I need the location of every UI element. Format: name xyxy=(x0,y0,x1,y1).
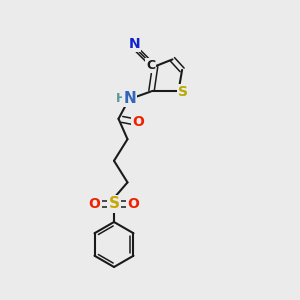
Text: O: O xyxy=(132,116,144,129)
Text: O: O xyxy=(88,197,101,211)
Text: S: S xyxy=(109,196,119,211)
Text: C: C xyxy=(146,59,155,72)
Text: H: H xyxy=(116,92,126,105)
Text: N: N xyxy=(128,37,140,51)
Text: N: N xyxy=(123,91,136,106)
Text: S: S xyxy=(178,85,188,99)
Text: O: O xyxy=(128,197,140,211)
